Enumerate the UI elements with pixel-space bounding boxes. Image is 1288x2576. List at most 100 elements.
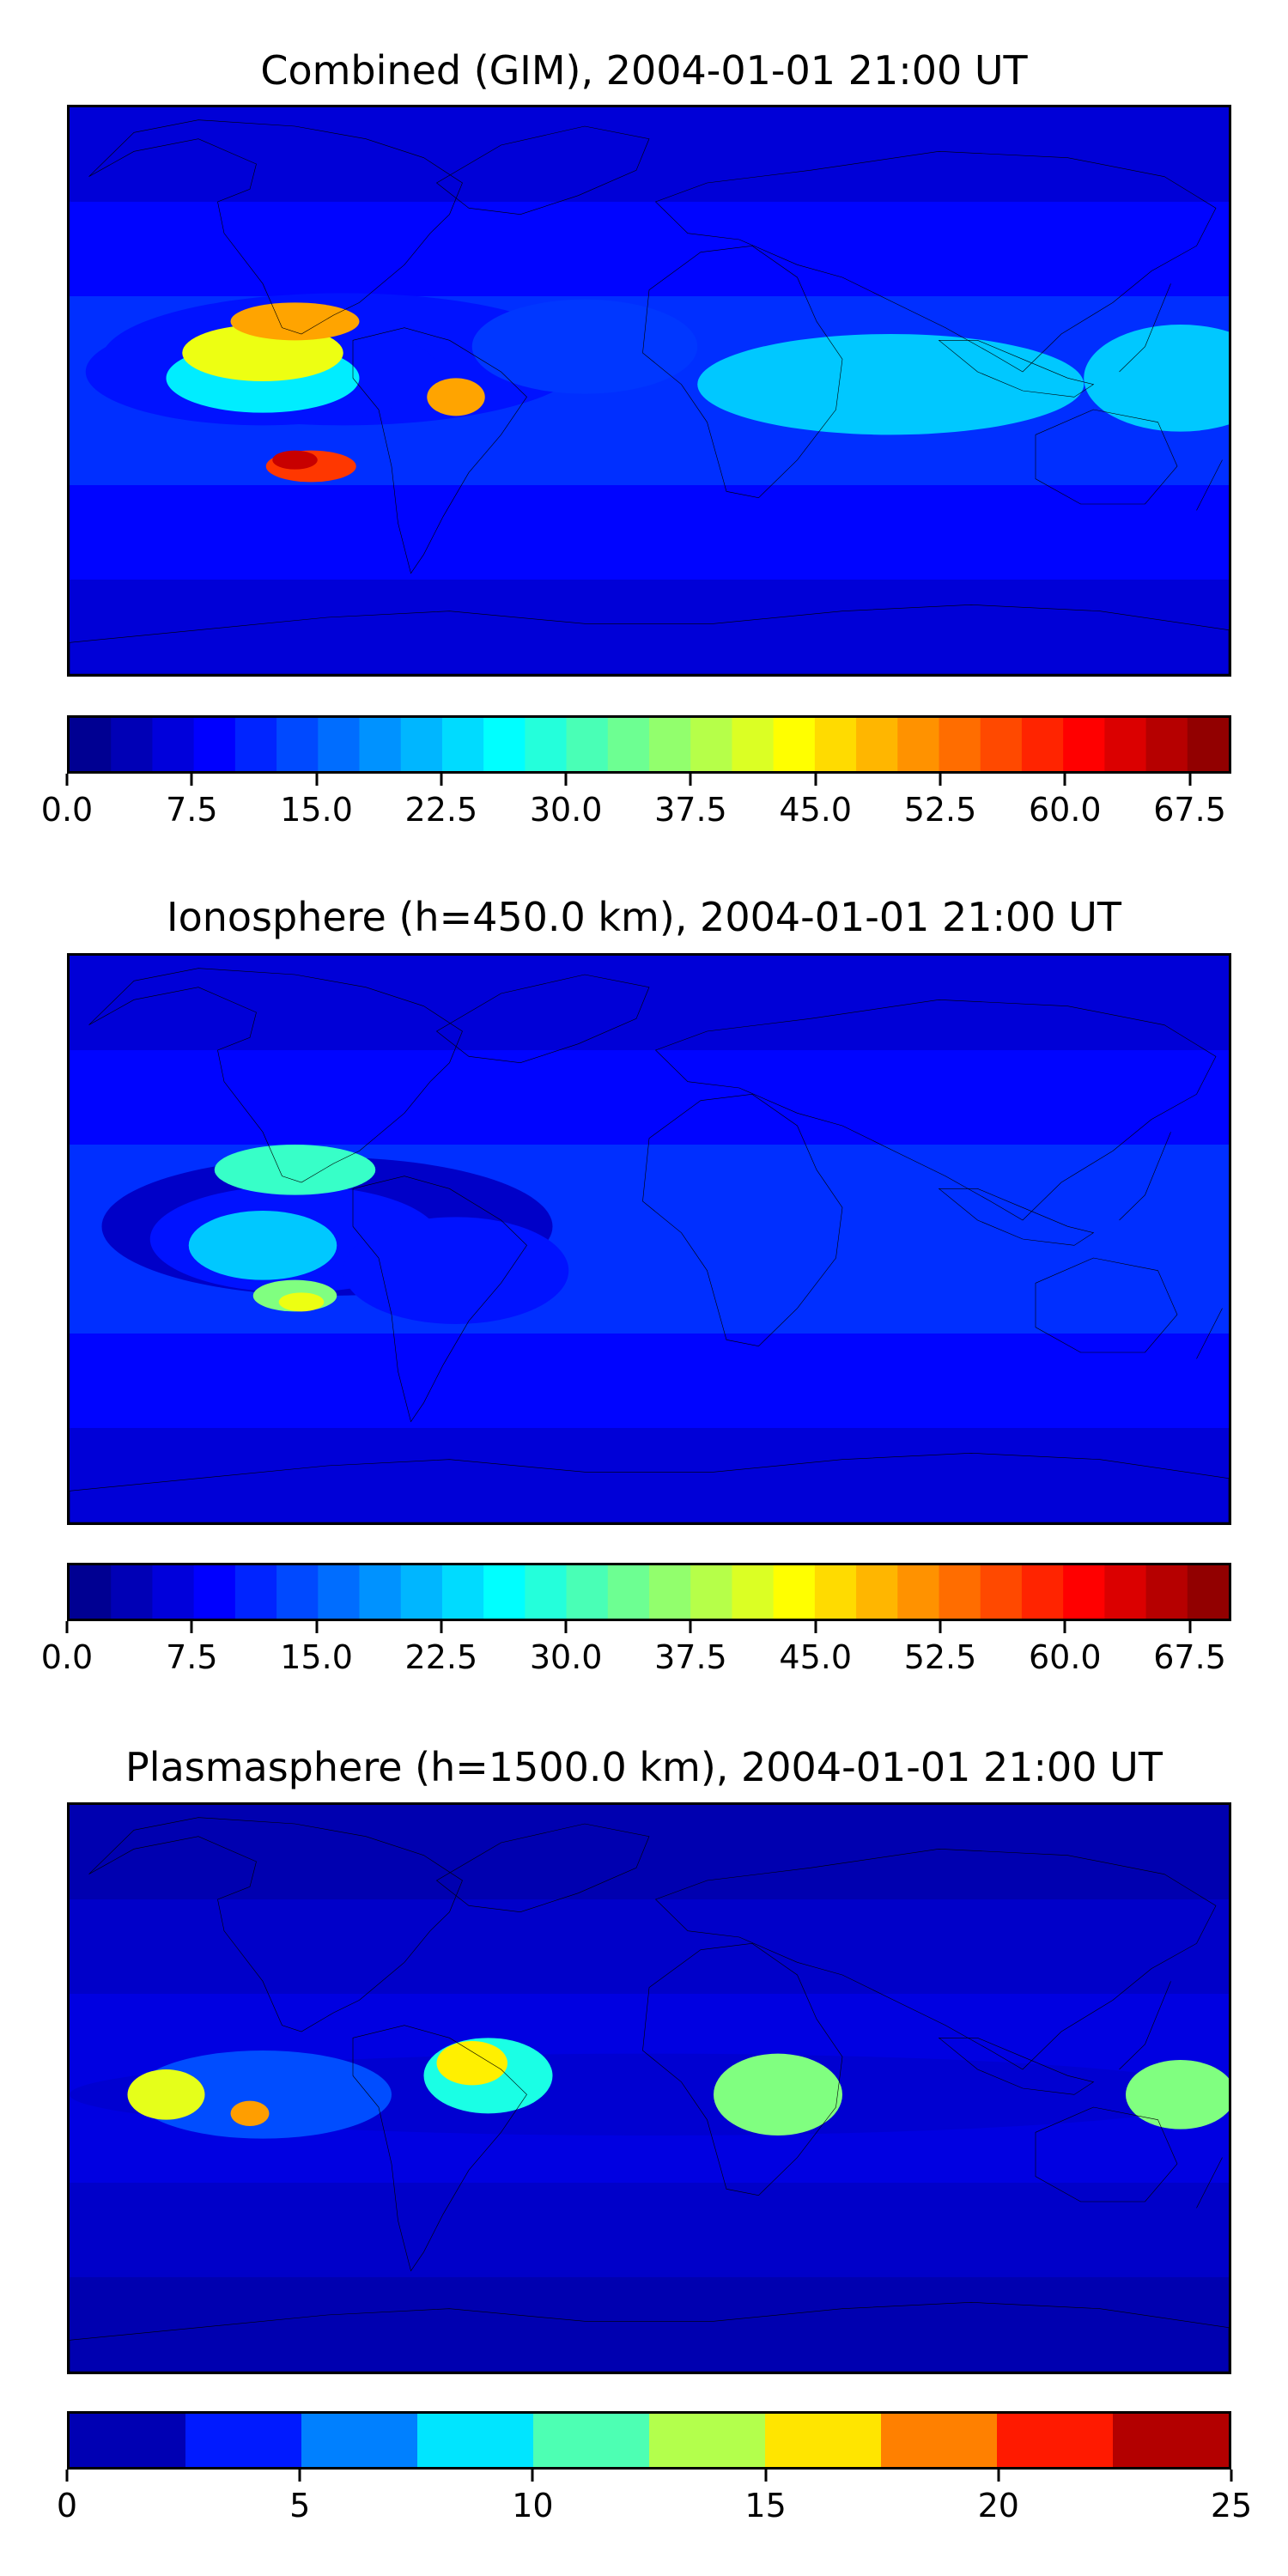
colorbar-ticks: 0.0 7.5 15.0 22.5 30.0 37.5 45.0 52.5 60.0 67.5 bbox=[41, 1621, 1231, 1676]
colorbar-tick bbox=[564, 774, 568, 786]
colorbar-swatch bbox=[856, 1565, 898, 1619]
contour-level bbox=[230, 302, 360, 341]
coastline bbox=[939, 340, 1094, 397]
colorbar-swatch bbox=[318, 718, 361, 771]
tec-heatmap bbox=[70, 107, 1229, 674]
colorbar-tick bbox=[531, 2470, 534, 2482]
colorbar-tick bbox=[1188, 1621, 1192, 1633]
colorbar-swatch bbox=[441, 718, 484, 771]
colorbar-swatch bbox=[649, 718, 691, 771]
colorbar-swatch bbox=[193, 718, 236, 771]
coastline bbox=[353, 328, 527, 574]
coastline bbox=[1036, 1258, 1177, 1352]
colorbar-swatch bbox=[400, 718, 443, 771]
colorbar-swatch bbox=[152, 1565, 195, 1619]
colorbar-swatch bbox=[193, 1565, 236, 1619]
colorbar-swatch bbox=[400, 1565, 443, 1619]
colorbar-swatch bbox=[980, 718, 1023, 771]
colorbar-swatch bbox=[483, 1565, 526, 1619]
colorbar-tick bbox=[190, 774, 193, 786]
colorbar-swatch bbox=[1063, 1565, 1106, 1619]
coastline bbox=[1036, 2107, 1177, 2202]
colorbar-swatch bbox=[1187, 718, 1229, 771]
colorbar-swatch bbox=[773, 718, 816, 771]
colorbar-swatch bbox=[607, 718, 650, 771]
colorbar-tick bbox=[564, 1621, 568, 1633]
colorbar-swatch bbox=[856, 718, 898, 771]
colorbar-swatch bbox=[814, 718, 857, 771]
colorbar bbox=[67, 2411, 1231, 2470]
colorbar-tick-label: 15.0 bbox=[280, 791, 353, 829]
colorbar-swatch bbox=[690, 1565, 733, 1619]
colorbar-tick-label: 5 bbox=[289, 2487, 311, 2524]
colorbar-swatch bbox=[276, 1565, 319, 1619]
colorbar-tick-label: 22.5 bbox=[404, 791, 478, 829]
coastline bbox=[70, 605, 1229, 674]
colorbar-tick bbox=[440, 1621, 443, 1633]
colorbar-swatch bbox=[1021, 718, 1064, 771]
colorbar-swatch bbox=[939, 1565, 981, 1619]
tec-heatmap bbox=[70, 1805, 1229, 2372]
colorbar-swatch bbox=[765, 2414, 882, 2467]
colorbar-swatch bbox=[1145, 718, 1188, 771]
coastline bbox=[437, 126, 650, 215]
colorbar-tick bbox=[1063, 774, 1066, 786]
coastline bbox=[1197, 2158, 1223, 2208]
contour-level bbox=[214, 1145, 376, 1195]
colorbar-tick bbox=[689, 1621, 692, 1633]
colorbar-swatch bbox=[234, 1565, 277, 1619]
colorbar-tick-label: 45.0 bbox=[779, 791, 853, 829]
chart-title: Combined (GIM), 2004-01-01 21:00 UT bbox=[260, 47, 1028, 94]
tec-map bbox=[67, 1802, 1231, 2374]
colorbar-swatch bbox=[814, 1565, 857, 1619]
contour-level bbox=[1126, 2060, 1229, 2129]
colorbar-swatch bbox=[185, 2414, 302, 2467]
coastline bbox=[656, 151, 1217, 372]
colorbar-swatch bbox=[234, 718, 277, 771]
colorbar-tick bbox=[939, 1621, 942, 1633]
colorbar-swatch bbox=[1104, 718, 1147, 771]
coastline bbox=[70, 1453, 1229, 1522]
colorbar-tick bbox=[298, 2470, 301, 2482]
coastline bbox=[656, 999, 1217, 1220]
colorbar bbox=[67, 1563, 1231, 1621]
colorbar-swatch bbox=[70, 718, 112, 771]
colorbar-swatch bbox=[690, 718, 733, 771]
colorbar-swatch bbox=[70, 1565, 112, 1619]
chart-title: Ionosphere (h=450.0 km), 2004-01-01 21:0… bbox=[167, 894, 1121, 940]
colorbar-tick bbox=[1230, 2470, 1233, 2482]
colorbar-swatch bbox=[732, 718, 775, 771]
colorbar-swatch bbox=[359, 1565, 402, 1619]
colorbar-swatch bbox=[417, 2414, 534, 2467]
coastline bbox=[1197, 460, 1223, 511]
coastline bbox=[1120, 1981, 1171, 2069]
colorbar-swatch bbox=[881, 2414, 998, 2467]
colorbar-swatch bbox=[897, 718, 940, 771]
colorbar-swatch bbox=[649, 1565, 691, 1619]
coastline bbox=[437, 975, 650, 1063]
colorbar-swatch bbox=[939, 718, 981, 771]
colorbar-swatch bbox=[70, 2414, 186, 2467]
colorbar-swatches bbox=[70, 1565, 1229, 1619]
colorbar-tick-label: 0 bbox=[56, 2487, 78, 2524]
coastline bbox=[1197, 1309, 1223, 1359]
colorbar bbox=[67, 715, 1231, 774]
colorbar-swatch bbox=[1063, 718, 1106, 771]
colorbar-tick bbox=[814, 1621, 817, 1633]
colorbar-swatch bbox=[318, 1565, 361, 1619]
coastline bbox=[939, 2038, 1094, 2094]
coastline bbox=[939, 1188, 1094, 1245]
colorbar-swatch bbox=[773, 1565, 816, 1619]
colorbar-tick-label: 10 bbox=[512, 2487, 554, 2524]
colorbar-swatches bbox=[70, 2414, 1229, 2467]
colorbar-tick bbox=[315, 774, 319, 786]
contour-level bbox=[697, 334, 1084, 435]
coastline bbox=[70, 2302, 1229, 2372]
colorbar-tick-label: 67.5 bbox=[1153, 1638, 1226, 1676]
colorbar-tick bbox=[814, 774, 817, 786]
colorbar-tick bbox=[689, 774, 692, 786]
colorbar-swatch bbox=[1104, 1565, 1147, 1619]
colorbar-swatch bbox=[897, 1565, 940, 1619]
colorbar-swatch bbox=[483, 718, 526, 771]
contour-level bbox=[134, 2050, 392, 2139]
